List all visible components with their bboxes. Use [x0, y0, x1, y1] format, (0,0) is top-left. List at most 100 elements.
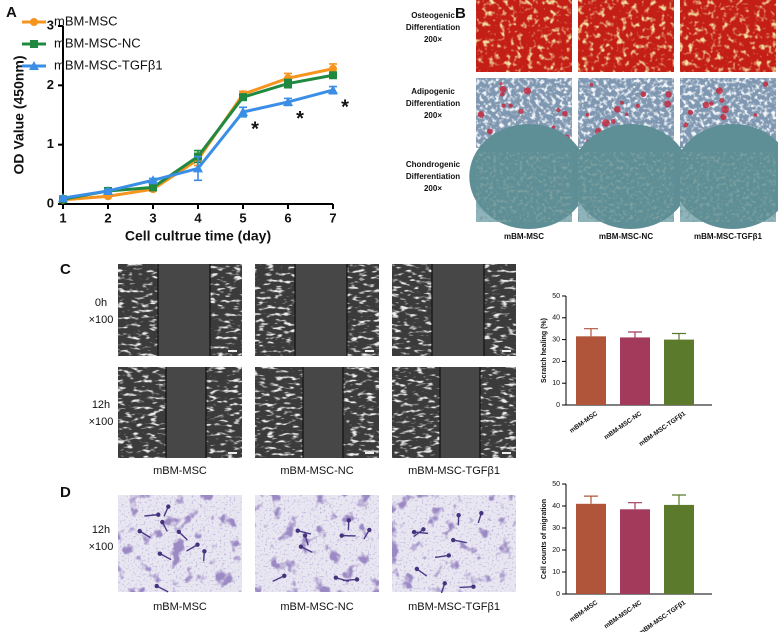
lipid-drop	[610, 119, 616, 124]
micrograph	[673, 124, 778, 229]
y-tick-label: 0	[556, 591, 560, 598]
panel-label: A	[6, 4, 17, 21]
column-label: mBM-MSC	[153, 465, 207, 477]
image-texture	[255, 495, 379, 592]
lipid-drop	[683, 122, 689, 128]
y-tick-label: 20	[552, 358, 560, 365]
scale-bar	[228, 452, 237, 454]
lipid-drop	[556, 108, 561, 113]
cell	[202, 549, 207, 554]
error-bar	[584, 328, 598, 337]
cell	[354, 577, 360, 582]
micrograph	[118, 264, 242, 356]
x-tick-label: 1	[59, 210, 66, 225]
panel-label: D	[60, 484, 71, 501]
scale-bar	[502, 350, 511, 352]
x-tick-label: 5	[239, 210, 246, 225]
cell	[456, 513, 461, 518]
cell	[442, 581, 447, 586]
image-texture	[680, 0, 776, 72]
lipid-drop	[620, 100, 625, 105]
marker	[29, 61, 39, 70]
cell-process	[459, 586, 474, 589]
lipid-drop	[508, 103, 513, 108]
marker	[238, 107, 248, 117]
lipid-drop	[702, 101, 710, 109]
x-tick-label: mBM-MSC	[568, 599, 599, 624]
x-tick-label: mBM-MSC-NC	[603, 410, 643, 441]
lipid-drop	[720, 113, 727, 121]
cell-process	[335, 576, 350, 583]
marker	[58, 193, 68, 203]
x-tick-label: 7	[329, 210, 336, 225]
cell	[339, 533, 344, 538]
y-tick-label: 40	[552, 315, 560, 322]
bar	[576, 503, 606, 594]
micrograph	[469, 124, 589, 229]
row-label: Differentiation	[406, 172, 460, 181]
row-label: 12h	[92, 399, 110, 411]
lipid-drop	[624, 112, 629, 117]
cell	[176, 529, 182, 535]
column-label: mBM-MSC-TGFβ1	[408, 465, 500, 477]
micrograph	[392, 264, 516, 356]
x-tick-label: mBM-MSC	[568, 410, 599, 435]
significance-mark: *	[296, 108, 304, 130]
bar	[664, 504, 694, 594]
error-bar	[628, 502, 642, 510]
micrograph	[476, 0, 572, 72]
error-bar	[672, 332, 686, 340]
marker	[148, 175, 158, 185]
cell-process	[144, 513, 159, 517]
y-tick-label: 10	[552, 569, 560, 576]
y-tick-label: 0	[556, 402, 560, 409]
row-label: Osteogenic	[411, 11, 455, 20]
marker	[193, 163, 203, 173]
cell-process	[434, 554, 449, 559]
lipid-drop	[589, 82, 594, 87]
row-label: 200×	[424, 184, 442, 193]
panel-label: C	[60, 261, 71, 278]
y-tick-label: 2	[47, 77, 54, 92]
column-label: mBM-MSC-NC	[280, 601, 353, 613]
micrograph	[578, 0, 674, 72]
cell	[154, 583, 159, 589]
micrograph	[571, 124, 691, 229]
micrograph	[118, 495, 242, 593]
micrograph	[255, 264, 379, 356]
column-label: mBM-MSC-NC	[280, 465, 353, 477]
lipid-drop	[477, 111, 485, 118]
bar	[664, 339, 694, 405]
lipid-drop	[719, 98, 725, 104]
scale-bar	[365, 350, 374, 352]
micrograph	[392, 367, 516, 458]
cell	[446, 553, 452, 558]
column-label: mBM-MSC-TGFβ1	[408, 601, 500, 613]
cell	[451, 537, 456, 543]
y-axis-label: Scratch healing (%)	[541, 318, 548, 383]
micrograph	[392, 495, 516, 594]
scratch-gap	[158, 264, 210, 356]
lipid-drop	[562, 110, 568, 117]
lipid-drop	[664, 100, 672, 108]
lipid-drop	[602, 119, 610, 127]
lipid-drop	[613, 105, 621, 113]
legend-label: mBM-MSC	[54, 13, 118, 28]
y-axis-label: Cell counts of migration	[541, 499, 548, 579]
lipid-drop	[721, 105, 729, 114]
row-label: 200×	[424, 35, 442, 44]
marker	[283, 96, 293, 106]
cell	[333, 575, 339, 580]
cell	[157, 551, 163, 556]
lipid-drop	[665, 91, 672, 98]
lipid-drop	[499, 82, 503, 86]
error-bar	[672, 494, 686, 505]
cell	[421, 527, 426, 532]
lipid-drop	[487, 128, 493, 135]
scratch-gap	[440, 367, 480, 458]
column-label: mBM-MSC	[153, 601, 207, 613]
scratch-gap	[432, 264, 484, 356]
y-tick-label: 50	[552, 293, 560, 300]
marker	[103, 185, 113, 195]
